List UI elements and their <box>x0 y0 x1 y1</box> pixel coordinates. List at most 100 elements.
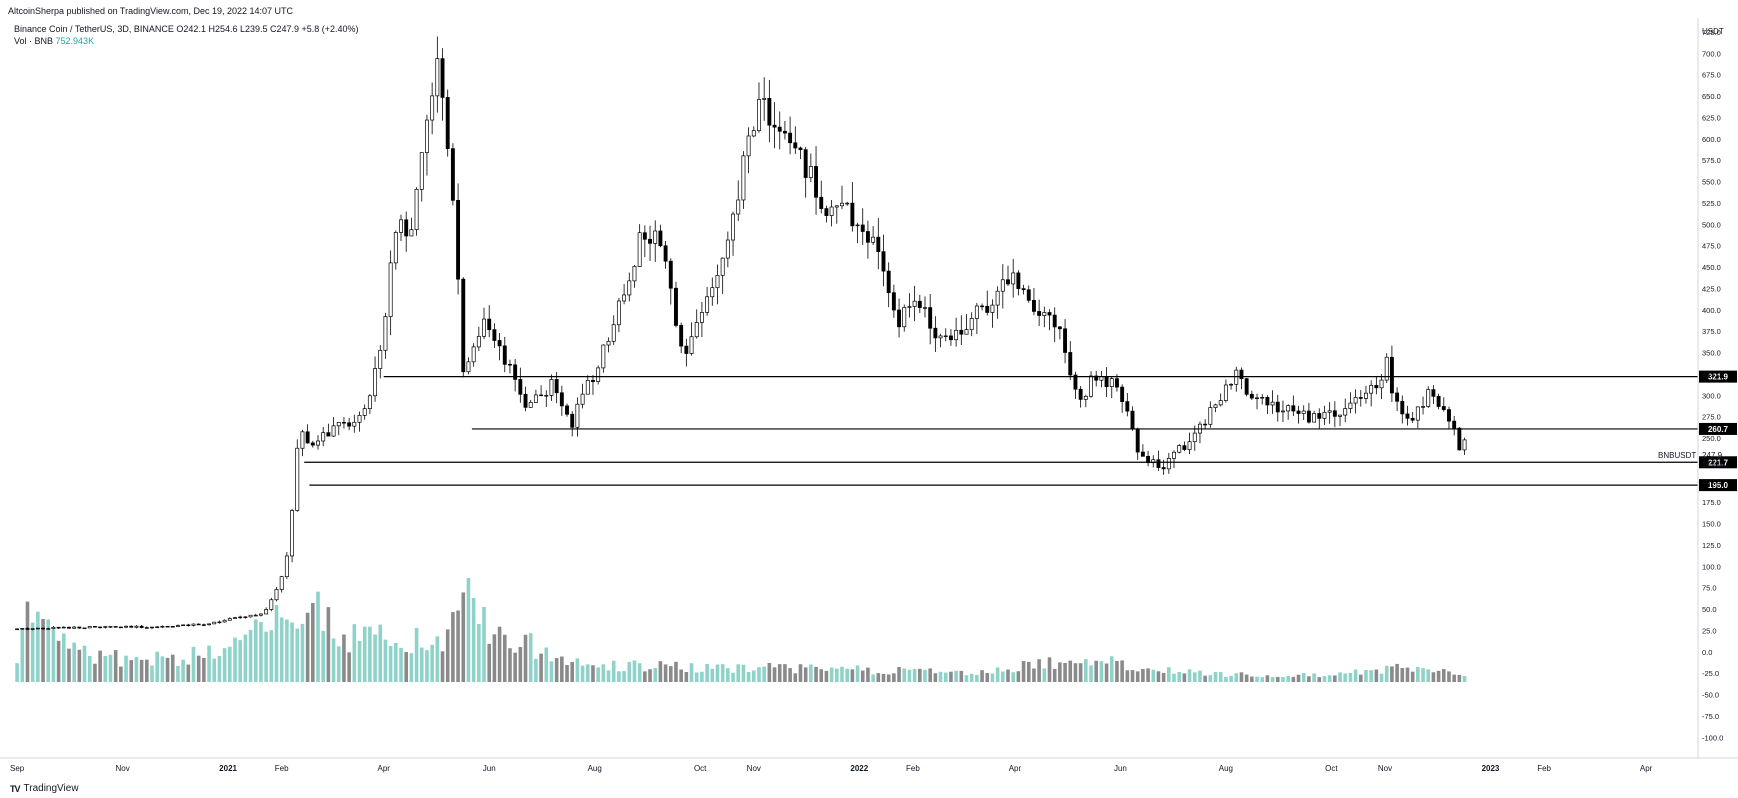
volume-bar <box>798 664 803 682</box>
volume-bar <box>663 664 668 682</box>
candle-body <box>316 440 320 446</box>
volume-bar <box>928 668 932 682</box>
volume-bar <box>513 652 517 682</box>
level-price-label: 321.9 <box>1708 373 1729 382</box>
candle-body <box>1400 400 1405 415</box>
x-tick-label: Aug <box>1219 764 1233 773</box>
candle-body <box>1192 432 1197 443</box>
y-tick-label: 550.0 <box>1702 178 1721 187</box>
candle-body <box>1125 401 1130 412</box>
x-tick-label: Nov <box>115 764 129 773</box>
volume-bar <box>165 657 170 682</box>
candle-body <box>150 626 154 629</box>
volume-bar <box>684 672 689 682</box>
candle-body <box>772 124 777 128</box>
volume-bar <box>274 605 279 682</box>
candle-body <box>917 300 922 308</box>
y-tick-label: 0.0 <box>1702 648 1712 657</box>
volume-bar <box>1457 674 1462 682</box>
candle-body <box>290 510 295 557</box>
volume-bar <box>757 667 761 682</box>
volume-bar <box>30 622 35 682</box>
volume-bar <box>87 655 92 682</box>
volume-bar <box>1032 668 1036 682</box>
volume-bar <box>435 636 440 682</box>
candle-body <box>881 251 886 272</box>
candle-body <box>1358 397 1363 399</box>
candle-body <box>1135 428 1140 453</box>
volume-bar <box>824 670 829 682</box>
candle-body <box>1187 441 1192 450</box>
candle-body <box>445 97 450 149</box>
y-tick-label: 125.0 <box>1702 541 1721 550</box>
candle-body <box>51 626 56 629</box>
symbol-legend[interactable]: Binance Coin / TetherUS, 3D, BINANCE O24… <box>14 24 359 34</box>
candle-body <box>699 312 704 323</box>
y-tick-label: 100.0 <box>1702 562 1721 571</box>
y-tick-label: 450.0 <box>1702 263 1721 272</box>
candle-body <box>653 230 658 244</box>
level-price-label: 221.7 <box>1708 458 1729 467</box>
candle-body <box>238 616 243 619</box>
candle-body <box>948 335 953 341</box>
candle-body <box>1177 445 1182 453</box>
volume-bar <box>1462 676 1467 682</box>
current-price-marker: BNBUSDT 247.9 1d 10h <box>1658 451 1724 469</box>
volume-bar <box>575 658 580 682</box>
volume-bar <box>51 629 56 682</box>
volume-bar <box>20 629 25 682</box>
volume-bar <box>425 650 429 682</box>
candle-body <box>383 316 388 351</box>
tradingview-brand[interactable]: TV TradingView <box>10 783 79 794</box>
candle-body <box>1452 420 1457 429</box>
x-tick-label: Jun <box>483 764 496 773</box>
y-tick-label: 575.0 <box>1702 156 1721 165</box>
y-tick-label: 400.0 <box>1702 306 1721 315</box>
volume-bar <box>471 598 476 682</box>
volume-bar <box>113 650 118 682</box>
volume-bar <box>544 647 549 682</box>
volume-bar <box>1001 671 1005 682</box>
volume-bar <box>694 672 699 682</box>
candle-body <box>331 425 336 437</box>
candle-body <box>1291 405 1296 412</box>
volume-bar <box>710 668 715 682</box>
volume-bar <box>975 674 979 682</box>
volume-bar <box>1327 675 1332 682</box>
candle-body <box>642 232 647 240</box>
volume-bar <box>352 624 357 682</box>
candle-body <box>694 322 699 338</box>
volume-bar <box>1333 675 1337 682</box>
candle-body <box>336 421 341 427</box>
candle-body <box>212 621 217 625</box>
candle-body <box>243 616 248 619</box>
volume-bar <box>549 661 554 682</box>
x-tick-label: Apr <box>1009 764 1022 773</box>
volume-bar <box>212 658 217 682</box>
volume-bar <box>1073 663 1078 682</box>
candle-body <box>840 202 844 207</box>
y-tick-label: 300.0 <box>1702 391 1721 400</box>
volume-bar <box>1416 667 1420 682</box>
volume-bar <box>1312 673 1316 682</box>
candle-body <box>886 270 891 294</box>
volume-bar <box>61 633 66 682</box>
price-symbol-label: BNBUSDT <box>1658 451 1696 460</box>
volume-bar <box>814 666 818 682</box>
volume-bar <box>1275 676 1280 682</box>
volume-bar <box>186 664 191 682</box>
candle-body <box>596 367 601 382</box>
volume-legend[interactable]: Vol · BNB 752.943K <box>14 36 94 46</box>
candle-body <box>222 619 227 623</box>
candle-body <box>1306 410 1311 423</box>
candle-body <box>1457 427 1462 451</box>
candle-body <box>606 340 611 346</box>
candle-body <box>471 346 476 363</box>
time-axis: Sep Nov 2021 Feb Apr Jun Aug Oct Nov 2022 Feb Apr Ju… <box>10 764 1653 773</box>
symbol-title[interactable]: Binance Coin / TetherUS, 3D, BINANCE <box>14 24 174 34</box>
y-tick-label: 675.0 <box>1702 71 1721 80</box>
volume-bar <box>502 634 507 682</box>
candle-body <box>134 625 139 628</box>
volume-bar <box>788 668 792 682</box>
